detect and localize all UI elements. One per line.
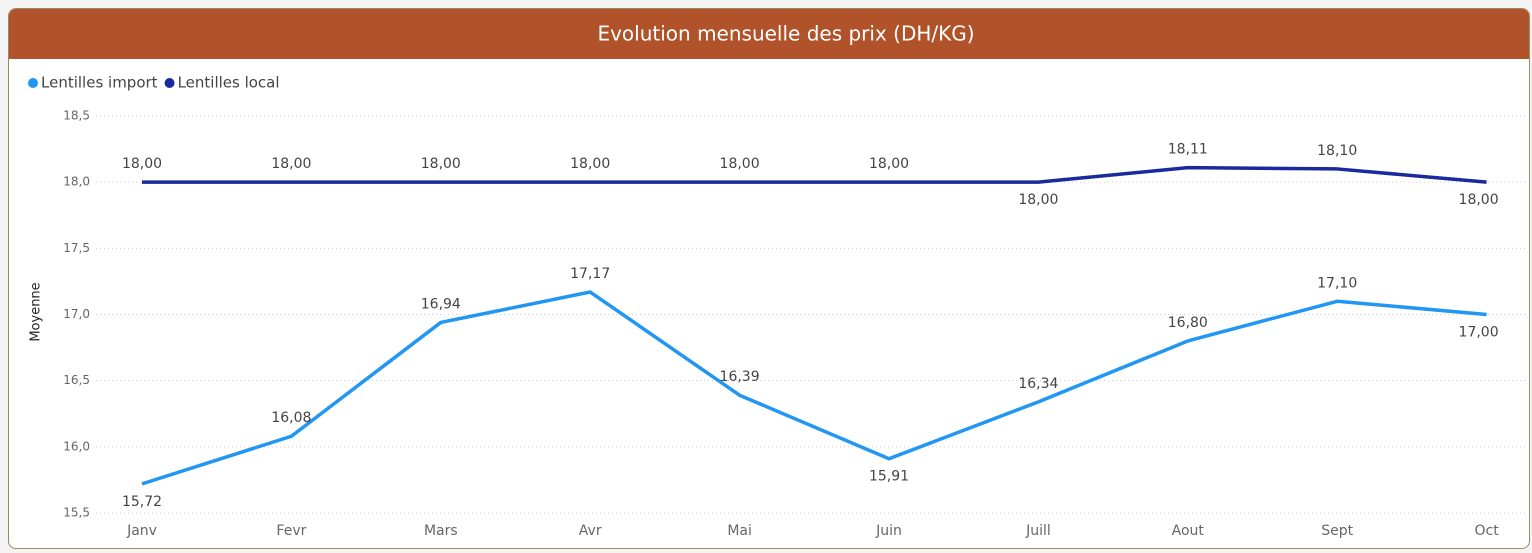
x-tick-label: Janv xyxy=(126,523,157,539)
data-label: 18,00 xyxy=(421,156,461,172)
data-label: 15,91 xyxy=(869,469,909,485)
x-tick-label: Sept xyxy=(1321,523,1353,539)
data-label: 18,00 xyxy=(1459,192,1499,208)
y-tick-label: 16,0 xyxy=(63,439,90,453)
data-label: 18,00 xyxy=(869,156,909,172)
data-label: 16,34 xyxy=(1018,376,1058,392)
data-label: 16,94 xyxy=(421,296,461,312)
legend-label: Lentilles import xyxy=(41,74,158,92)
data-label: 18,11 xyxy=(1168,142,1208,158)
x-tick-label: Fevr xyxy=(276,523,306,539)
y-tick-label: 15,5 xyxy=(63,506,90,520)
data-label: 17,17 xyxy=(570,266,610,282)
data-label: 18,10 xyxy=(1317,143,1357,159)
data-label: 18,00 xyxy=(122,156,162,172)
x-tick-label: Mai xyxy=(727,523,752,539)
data-label: 18,00 xyxy=(570,156,610,172)
x-tick-label: Mars xyxy=(424,523,458,539)
legend-marker xyxy=(164,78,175,88)
data-label: 15,72 xyxy=(122,494,162,510)
data-label: 17,10 xyxy=(1317,275,1357,291)
y-tick-label: 18,5 xyxy=(63,109,90,123)
y-tick-label: 17,0 xyxy=(63,307,90,321)
data-label: 18,00 xyxy=(720,156,760,172)
y-tick-label: 16,5 xyxy=(63,373,90,387)
data-label: 18,00 xyxy=(271,156,311,172)
x-tick-label: Avr xyxy=(579,523,602,539)
y-axis-title: Moyenne xyxy=(29,282,44,341)
y-tick-label: 17,5 xyxy=(63,241,90,255)
x-tick-label: Juin xyxy=(875,523,902,539)
data-label: 16,39 xyxy=(720,369,760,385)
series-line xyxy=(142,165,1487,184)
x-tick-label: Oct xyxy=(1474,523,1499,539)
chart: Evolution mensuelle des prix (DH/KG) Moy… xyxy=(9,9,1529,539)
data-label: 16,08 xyxy=(271,410,311,426)
legend-label: Lentilles local xyxy=(178,74,280,92)
chart-title: Evolution mensuelle des prix (DH/KG) xyxy=(597,22,974,46)
series-line xyxy=(141,290,1487,486)
card: Evolution mensuelle des prix (DH/KG) Moy… xyxy=(8,8,1530,549)
title-bar xyxy=(9,9,1529,59)
data-label: 16,80 xyxy=(1168,315,1208,331)
legend-marker xyxy=(28,78,38,88)
data-label: 17,00 xyxy=(1459,325,1499,341)
y-tick-label: 18,0 xyxy=(63,175,90,189)
x-tick-label: Aout xyxy=(1172,523,1205,539)
data-label: 18,00 xyxy=(1018,192,1058,208)
x-tick-label: Juill xyxy=(1025,523,1051,539)
